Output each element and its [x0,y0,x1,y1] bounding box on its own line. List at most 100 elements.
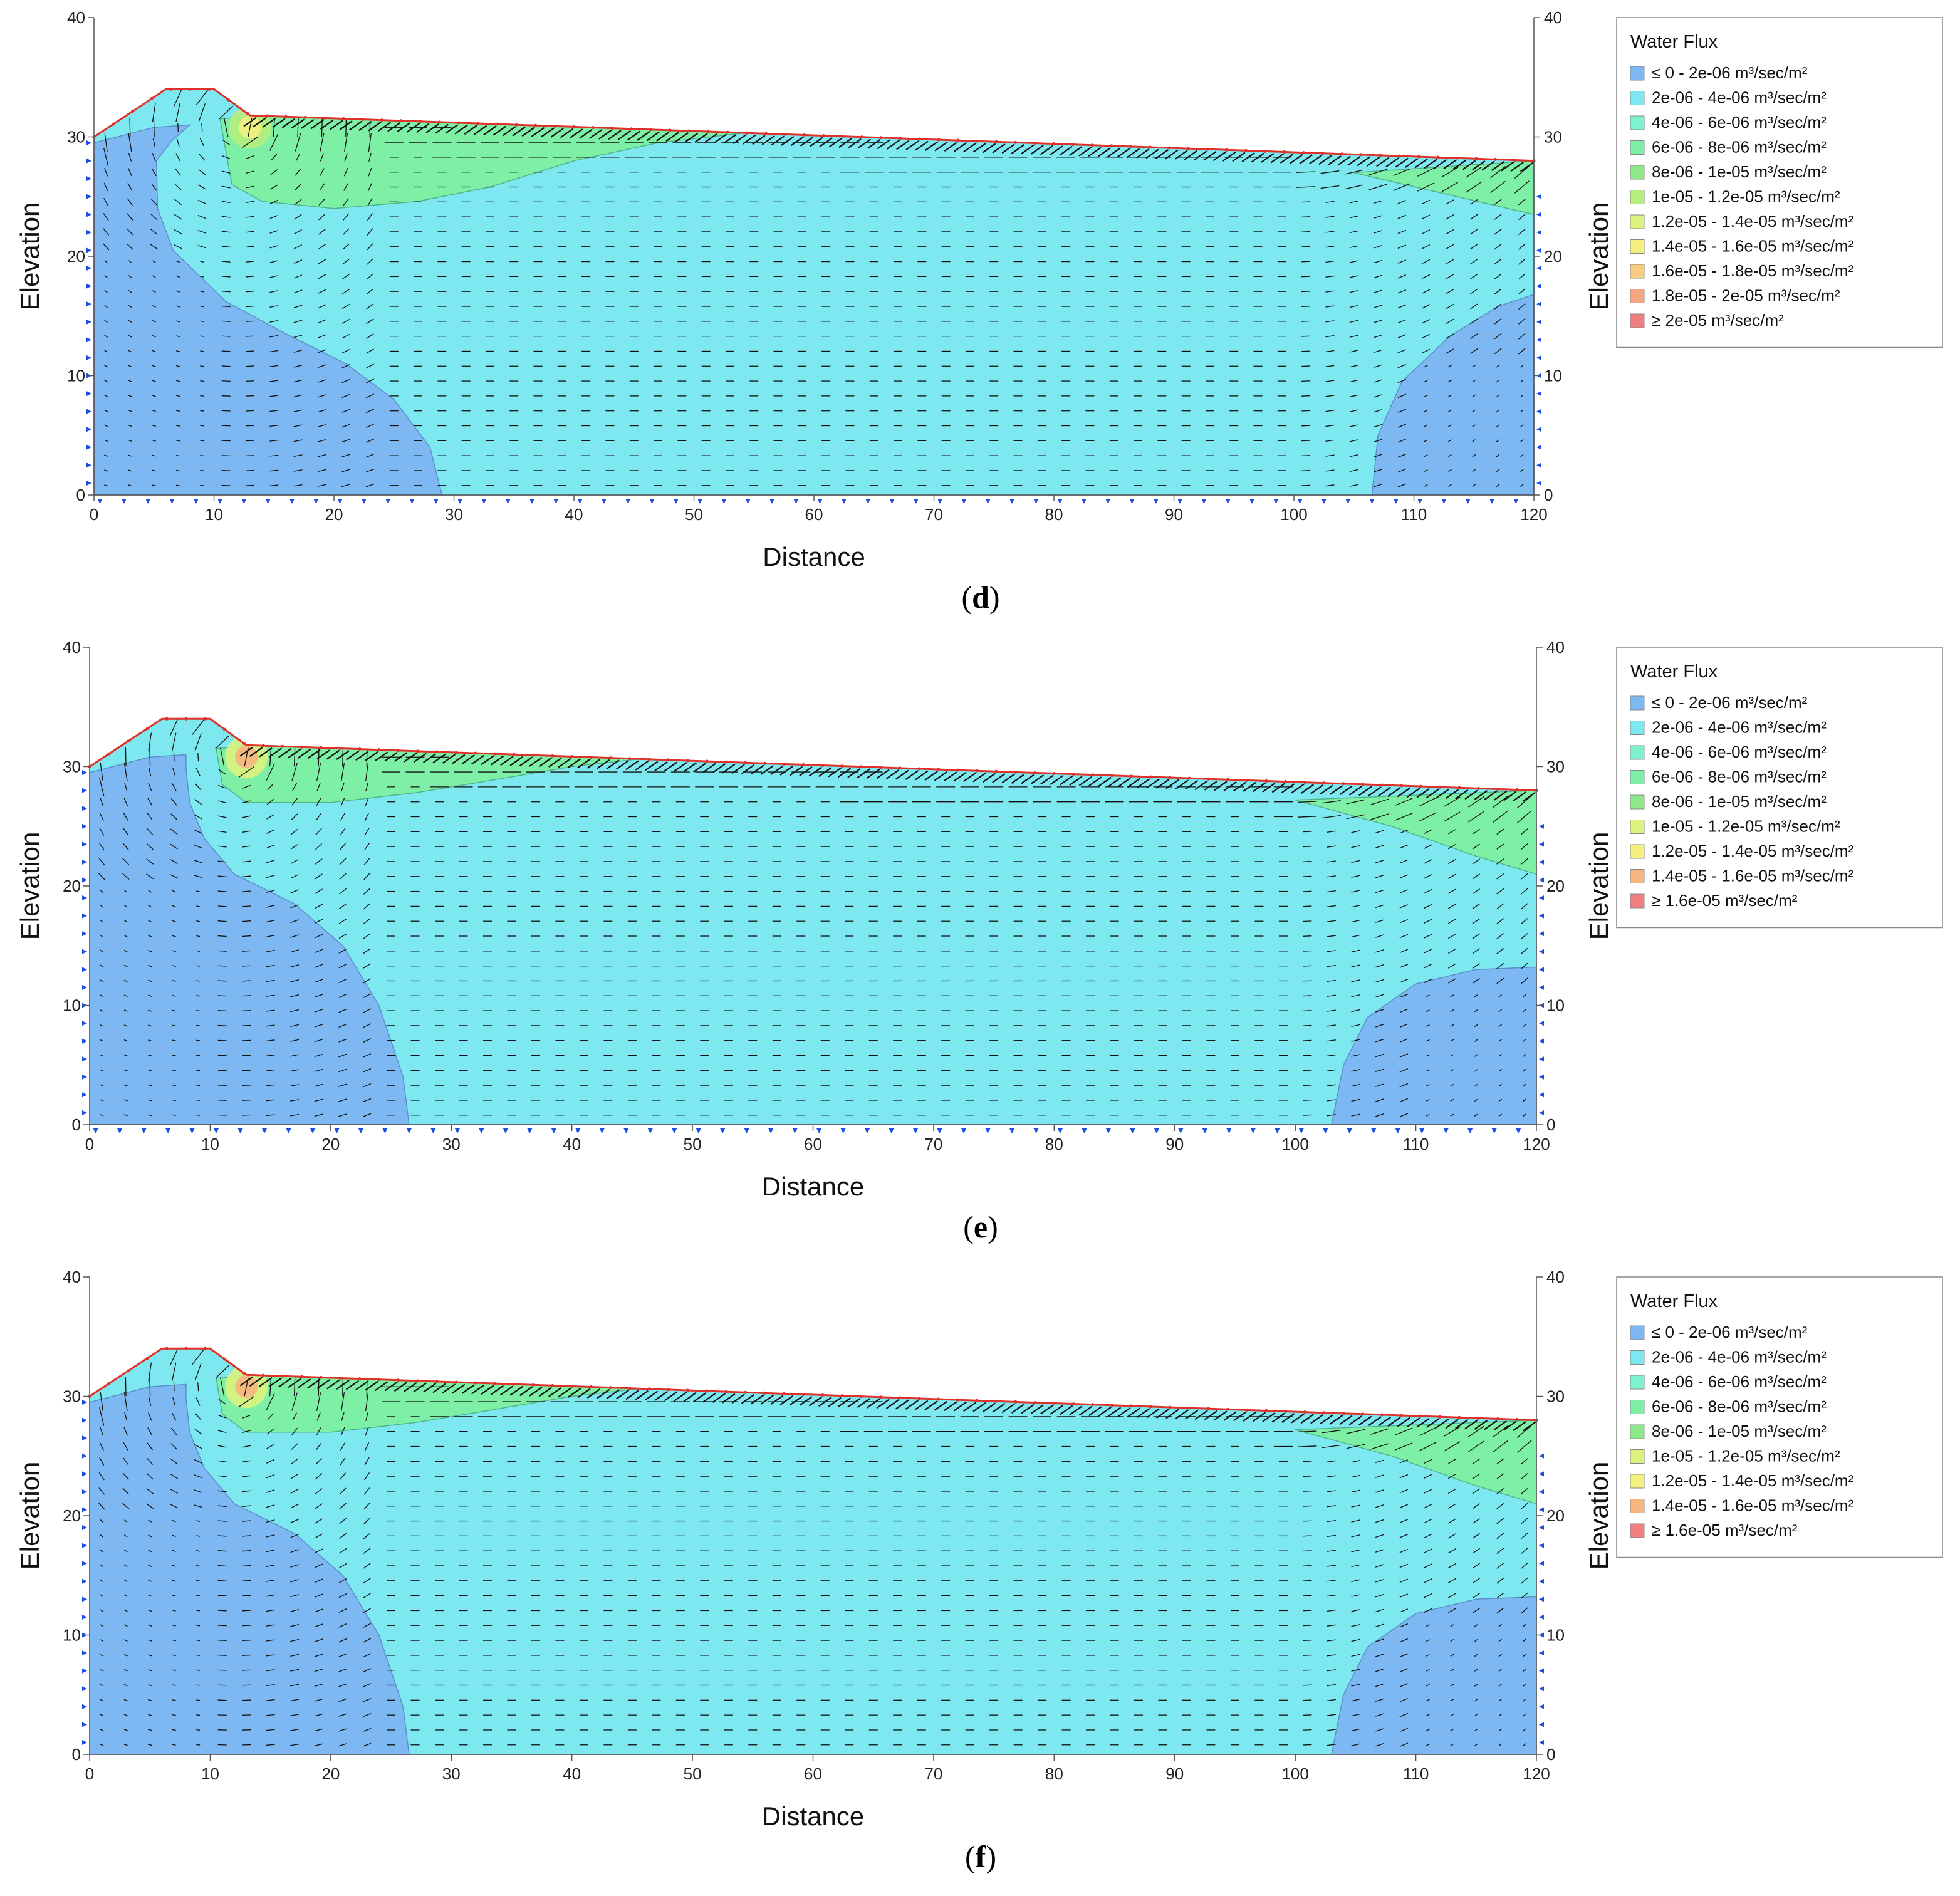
flow-vector [341,393,350,398]
flow-vector [1303,1055,1312,1056]
flow-vector [363,1487,370,1495]
legend-entry-label: 1.8e-05 - 2e-05 m³/sec/m² [1652,286,1840,305]
flow-vector [1494,348,1502,355]
flow-vector [100,763,103,782]
flux-zone-main [90,1348,1536,1754]
y-tick-label-left: 20 [63,877,81,895]
flow-vector [148,1609,152,1612]
flow-vector [1520,162,1534,172]
flow-vector [1351,1489,1360,1493]
flow-vector [362,1068,372,1073]
flow-vector [1303,1490,1312,1492]
flow-vector [1351,1699,1360,1702]
flow-vector [343,198,349,206]
flow-vector [151,168,157,177]
flow-vector [245,276,254,278]
bc-marker [1539,913,1544,919]
surface-node [474,751,477,755]
flow-vector [295,184,302,190]
bc-marker [1539,859,1544,865]
flow-vector [123,1534,128,1538]
y-tick-label-left: 20 [67,247,85,266]
flow-vector [362,1712,372,1717]
flow-vector [925,141,939,151]
flow-vector [363,873,370,880]
flow-vector [290,1549,299,1553]
flow-vector [1424,829,1432,835]
flow-vector [1325,484,1335,487]
flow-vector [1303,1039,1312,1041]
flow-vector [1448,365,1452,368]
flow-vector [1447,1518,1456,1524]
flow-vector [196,1039,201,1041]
flow-vector [1447,1503,1456,1509]
flow-vector [315,1518,323,1524]
flow-vector [152,439,156,442]
flow-vector [270,169,278,175]
flow-vector [363,858,370,865]
bc-marker [527,1128,533,1133]
flow-vector [1358,786,1372,796]
bc-marker [1465,499,1471,504]
surface-node [668,128,672,132]
flow-vector [1472,439,1476,442]
legend-entry-label: 6e-06 - 8e-06 m³/sec/m² [1652,138,1827,157]
flow-vector [338,993,347,998]
flow-vector [291,1427,298,1435]
flow-vector [1490,180,1506,194]
flow-vector [128,305,132,308]
surface-node [917,767,921,771]
flow-vector [1303,935,1312,937]
flow-vector [363,1008,372,1013]
flow-vector [314,1009,323,1013]
flow-vector [1521,828,1528,835]
flow-vector [1422,244,1431,249]
flow-vector [291,763,298,781]
flow-vector [1518,333,1526,340]
surface-node [821,764,825,768]
flow-vector [1375,1579,1384,1583]
flow-vector [1351,890,1360,893]
legend-entry-label: ≤ 0 - 2e-06 m³/sec/m² [1652,693,1808,712]
flow-vector [342,243,350,250]
flow-vector [123,1024,128,1027]
flow-vector [338,1608,347,1613]
flow-vector [1368,169,1387,175]
flow-vector [857,768,870,779]
flow-vector [1321,815,1341,819]
flow-vector [99,778,105,796]
flow-vector [338,1023,347,1028]
flow-vector [221,261,231,263]
flow-vector [799,766,813,776]
surface-node [319,746,323,749]
flow-vector [148,1714,152,1716]
flow-vector [196,1099,201,1101]
surface-node [341,117,345,120]
flow-vector [1399,1683,1409,1687]
flow-vector [196,1070,201,1071]
flow-vector [217,1085,227,1086]
bc-marker [454,1128,460,1133]
flow-vector [1399,1083,1409,1088]
flow-vector [242,1490,251,1492]
flow-vector [316,1412,321,1421]
flow-vector [338,1098,347,1102]
flow-vector [1325,231,1335,233]
flow-vector [1298,1430,1317,1433]
flow-vector [1426,1699,1430,1702]
flow-vector [197,245,207,249]
flow-vector [318,349,326,353]
flow-vector [1424,365,1428,368]
flow-vector [338,1623,347,1628]
flow-vector [1021,774,1035,784]
flow-vector [196,920,201,922]
flow-vector [152,138,155,147]
flow-vector [148,1534,152,1538]
bc-marker [816,1128,822,1133]
flow-vector [242,1699,251,1701]
flow-vector [367,228,373,236]
flow-vector [293,469,303,472]
flow-vector [200,484,204,486]
flow-vector [413,753,427,763]
